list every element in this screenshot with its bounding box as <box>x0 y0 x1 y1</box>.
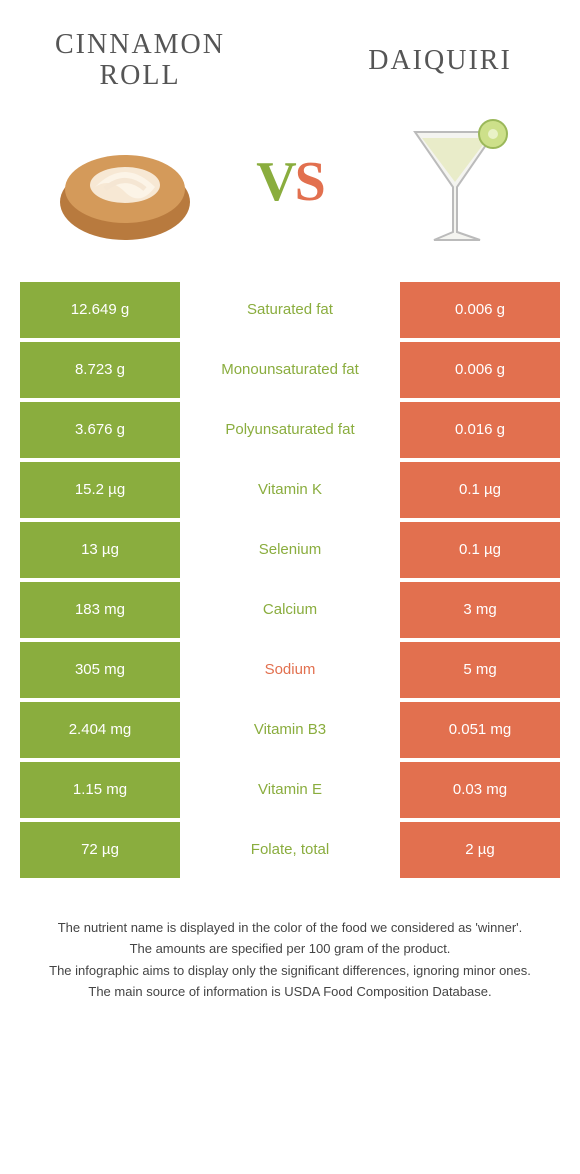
right-title-block: DAIQUIRI <box>340 45 540 77</box>
left-value-cell: 72 µg <box>20 822 180 878</box>
left-food-title: CINNAMON ROLL <box>40 30 240 92</box>
vs-label: VS <box>256 150 324 214</box>
left-value-cell: 12.649 g <box>20 282 180 338</box>
right-value-cell: 0.006 g <box>400 342 560 398</box>
table-row: 12.649 gSaturated fat0.006 g <box>20 282 560 338</box>
footnote-line: The amounts are specified per 100 gram o… <box>40 939 540 959</box>
table-row: 8.723 gMonounsaturated fat0.006 g <box>20 342 560 398</box>
table-row: 3.676 gPolyunsaturated fat0.016 g <box>20 402 560 458</box>
cinnamon-roll-icon <box>40 112 210 252</box>
right-value-cell: 2 µg <box>400 822 560 878</box>
header: CINNAMON ROLL DAIQUIRI <box>0 0 580 102</box>
table-row: 13 µgSelenium0.1 µg <box>20 522 560 578</box>
table-row: 72 µgFolate, total2 µg <box>20 822 560 878</box>
left-value-cell: 2.404 mg <box>20 702 180 758</box>
right-value-cell: 5 mg <box>400 642 560 698</box>
nutrient-label: Sodium <box>180 642 400 698</box>
nutrition-table: 12.649 gSaturated fat0.006 g8.723 gMonou… <box>20 282 560 878</box>
right-value-cell: 0.03 mg <box>400 762 560 818</box>
footnote-line: The nutrient name is displayed in the co… <box>40 918 540 938</box>
table-row: 305 mgSodium5 mg <box>20 642 560 698</box>
nutrient-label: Saturated fat <box>180 282 400 338</box>
table-row: 2.404 mgVitamin B30.051 mg <box>20 702 560 758</box>
left-value-cell: 305 mg <box>20 642 180 698</box>
vs-v-letter: V <box>256 151 294 213</box>
left-value-cell: 3.676 g <box>20 402 180 458</box>
left-value-cell: 1.15 mg <box>20 762 180 818</box>
vs-s-letter: S <box>295 151 324 213</box>
right-value-cell: 0.006 g <box>400 282 560 338</box>
table-row: 1.15 mgVitamin E0.03 mg <box>20 762 560 818</box>
right-value-cell: 0.051 mg <box>400 702 560 758</box>
table-row: 183 mgCalcium3 mg <box>20 582 560 638</box>
footnote-line: The infographic aims to display only the… <box>40 961 540 981</box>
nutrient-label: Folate, total <box>180 822 400 878</box>
nutrient-label: Vitamin K <box>180 462 400 518</box>
nutrient-label: Selenium <box>180 522 400 578</box>
right-value-cell: 0.1 µg <box>400 522 560 578</box>
table-row: 15.2 µgVitamin K0.1 µg <box>20 462 560 518</box>
footnote-line: The main source of information is USDA F… <box>40 982 540 1002</box>
right-value-cell: 0.1 µg <box>400 462 560 518</box>
nutrient-label: Calcium <box>180 582 400 638</box>
nutrient-label: Monounsaturated fat <box>180 342 400 398</box>
footnotes-block: The nutrient name is displayed in the co… <box>40 918 540 1002</box>
nutrient-label: Polyunsaturated fat <box>180 402 400 458</box>
left-value-cell: 15.2 µg <box>20 462 180 518</box>
images-row: VS <box>0 102 580 282</box>
right-food-title: DAIQUIRI <box>340 45 540 77</box>
left-value-cell: 8.723 g <box>20 342 180 398</box>
left-value-cell: 13 µg <box>20 522 180 578</box>
right-value-cell: 0.016 g <box>400 402 560 458</box>
nutrient-label: Vitamin B3 <box>180 702 400 758</box>
nutrient-label: Vitamin E <box>180 762 400 818</box>
daiquiri-icon <box>370 112 540 252</box>
left-title-block: CINNAMON ROLL <box>40 30 240 92</box>
right-value-cell: 3 mg <box>400 582 560 638</box>
left-value-cell: 183 mg <box>20 582 180 638</box>
